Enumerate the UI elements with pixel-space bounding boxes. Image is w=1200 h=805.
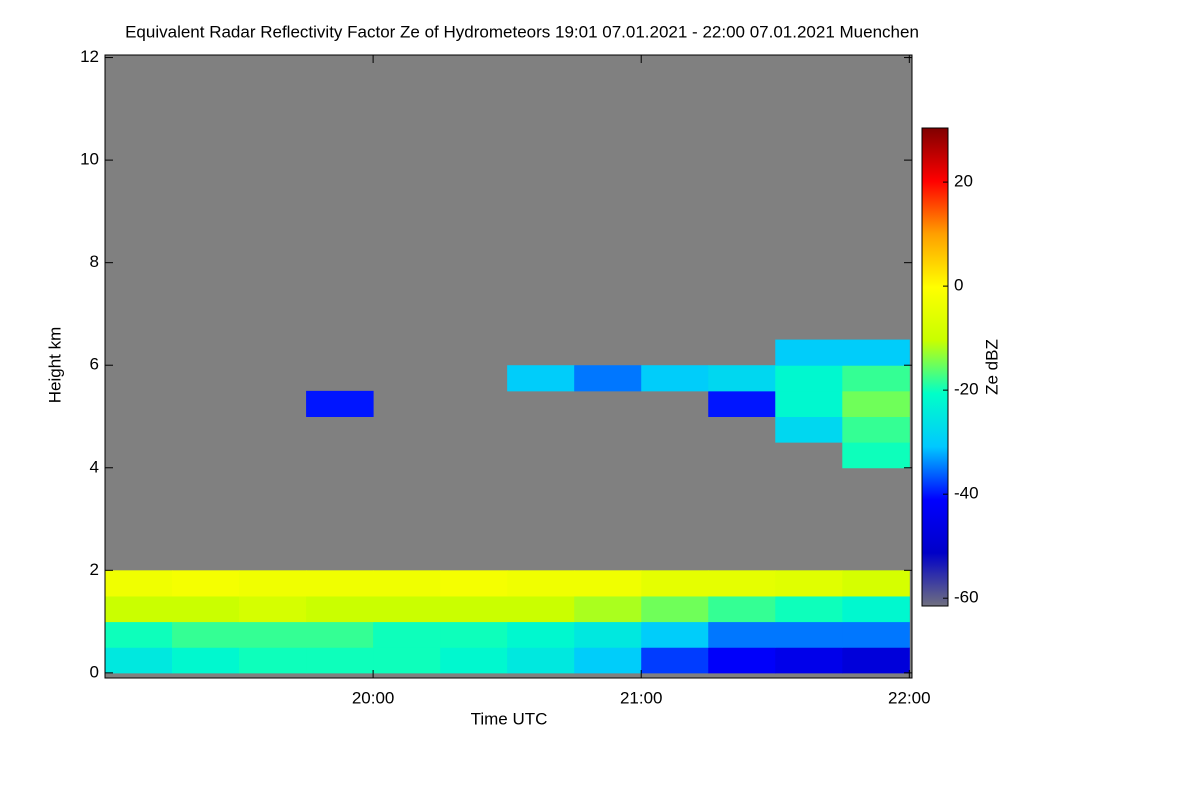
heatmap-cell	[507, 570, 575, 597]
heatmap-cell	[641, 570, 709, 597]
y-axis-label: Height km	[45, 327, 64, 404]
heatmap-cell	[708, 390, 776, 417]
heatmap-cell	[172, 595, 240, 623]
heatmap-cell	[842, 595, 910, 623]
heatmap-cell	[842, 570, 910, 597]
colorbar-label: Ze dBZ	[982, 339, 1001, 395]
heatmap-cell	[775, 647, 843, 674]
heatmap-cell	[708, 647, 776, 674]
y-tick-label: 10	[80, 150, 99, 169]
heatmap-cell	[239, 647, 307, 674]
heatmap-cell	[172, 647, 240, 674]
heatmap-cell	[708, 621, 776, 648]
heatmap-cell	[775, 390, 843, 417]
heatmap-cell	[306, 595, 374, 623]
heatmap-cell	[373, 621, 441, 648]
x-tick-label: 21:00	[620, 688, 663, 707]
heatmap-cell	[574, 621, 642, 648]
heatmap-cell	[842, 365, 910, 392]
heatmap-cell	[239, 621, 307, 648]
heatmap-cell	[775, 621, 843, 648]
colorbar-tick-label: 0	[954, 276, 963, 295]
heatmap-cell	[775, 416, 843, 443]
y-tick-label: 8	[90, 252, 99, 271]
heatmap-cell	[775, 339, 843, 366]
heatmap-cell	[373, 647, 441, 674]
heatmap-cell	[507, 647, 575, 674]
colorbar-tick-label: -20	[954, 380, 979, 399]
y-tick-label: 4	[90, 457, 99, 476]
y-tick-label: 6	[90, 355, 99, 374]
heatmap-cell	[775, 365, 843, 392]
heatmap-cell	[842, 416, 910, 443]
heatmap-cell	[641, 365, 709, 392]
heatmap-cell	[641, 647, 709, 674]
heatmap-cell	[641, 621, 709, 648]
heatmap-cells	[105, 339, 910, 674]
y-tick-label: 2	[90, 560, 99, 579]
heatmap-cell	[440, 570, 508, 597]
heatmap-cell	[641, 595, 709, 623]
heatmap-cell	[373, 595, 441, 623]
heatmap-cell	[440, 647, 508, 674]
heatmap-cell	[507, 595, 575, 623]
heatmap-cell	[440, 621, 508, 648]
heatmap-cell	[172, 570, 240, 597]
heatmap-cell	[842, 647, 910, 674]
heatmap-cell	[574, 570, 642, 597]
heatmap-cell	[775, 570, 843, 597]
heatmap-cell	[105, 647, 173, 674]
chart-title: Equivalent Radar Reflectivity Factor Ze …	[125, 22, 919, 41]
heatmap-cell	[440, 595, 508, 623]
heatmap-cell	[507, 365, 575, 392]
plot-frame	[104, 54, 913, 679]
heatmap-cell	[574, 647, 642, 674]
heatmap-cell	[507, 621, 575, 648]
heatmap-cell	[306, 570, 374, 597]
heatmap-cell	[708, 595, 776, 623]
colorbar-tick-label: 20	[954, 172, 973, 191]
heatmap-cell	[775, 595, 843, 623]
heatmap-cell	[373, 570, 441, 597]
heatmap-cell	[574, 595, 642, 623]
heatmap-cell	[708, 365, 776, 392]
heatmap-cell	[306, 647, 374, 674]
colorbar-tick-label: -40	[954, 484, 979, 503]
heatmap-cell	[239, 595, 307, 623]
y-tick-label: 12	[80, 47, 99, 66]
heatmap-cell	[842, 339, 910, 366]
heatmap-cell	[105, 621, 173, 648]
heatmap-cell	[574, 365, 642, 392]
heatmap-cell	[842, 390, 910, 417]
heatmap-cell	[239, 570, 307, 597]
heatmap-cell	[842, 621, 910, 648]
heatmap-cell	[306, 621, 374, 648]
heatmap-cell	[172, 621, 240, 648]
colorbar-tick-label: -60	[954, 588, 979, 607]
heatmap-cell	[708, 570, 776, 597]
heatmap-cell	[105, 570, 173, 597]
x-tick-label: 20:00	[352, 688, 395, 707]
heatmap-cell	[306, 390, 374, 417]
y-tick-label: 0	[90, 662, 99, 681]
colorbar-frame	[921, 127, 949, 607]
x-tick-label: 22:00	[888, 688, 931, 707]
x-axis-label: Time UTC	[471, 709, 548, 728]
heatmap-cell	[842, 442, 910, 469]
heatmap-cell	[105, 595, 173, 623]
colorbar	[922, 128, 948, 606]
